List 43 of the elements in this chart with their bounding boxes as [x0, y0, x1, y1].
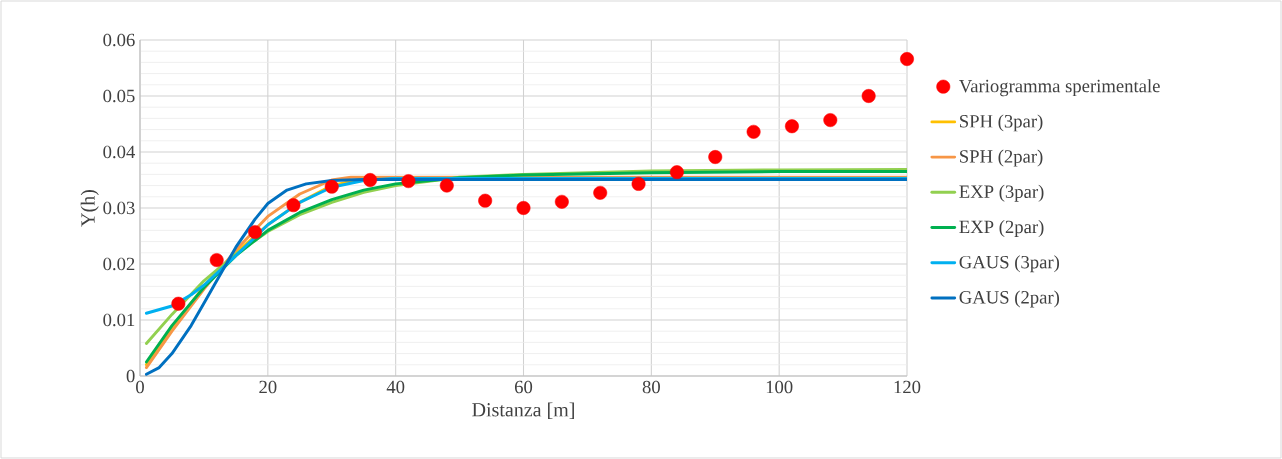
point [669, 165, 684, 180]
point [439, 178, 454, 193]
x-tick-label: 100 [766, 380, 793, 394]
legend-label: GAUS (2par) [959, 290, 1060, 308]
point [478, 193, 493, 208]
point [554, 194, 569, 209]
point [593, 185, 608, 200]
point [401, 174, 416, 189]
x-tick-label: 0 [136, 380, 144, 394]
legend-label: GAUS (3par) [959, 255, 1060, 273]
point [823, 113, 838, 128]
point [631, 176, 646, 191]
point [516, 201, 531, 215]
y-tick-label: 0.05 [103, 89, 135, 103]
y-tick-label: 0 [126, 369, 135, 383]
point [900, 52, 914, 66]
x-tick-label: 40 [386, 380, 405, 394]
point [785, 119, 799, 134]
point [248, 225, 262, 240]
legend-label: SPH (3par) [960, 114, 1043, 132]
point [746, 124, 761, 139]
point [286, 198, 301, 213]
legend-label: EXP (3par) [959, 184, 1044, 202]
point [324, 179, 339, 194]
x-tick-label: 120 [894, 380, 921, 394]
y-axis-title: Υ(h) [80, 190, 99, 227]
y-tick-label: 0.02 [103, 257, 135, 271]
legend-label: Variogramma sperimentale [959, 79, 1160, 97]
legend-label: EXP (2par) [959, 220, 1044, 237]
y-tick-label: 0.01 [103, 313, 135, 327]
y-tick-label: 0.04 [103, 145, 136, 159]
x-axis-title: Distanza [m] [472, 402, 574, 419]
point [861, 89, 876, 103]
x-tick-label: 20 [259, 380, 277, 394]
y-tick-label: 0.03 [103, 201, 135, 215]
point [209, 253, 224, 268]
x-tick-label: 80 [642, 380, 660, 394]
point [363, 173, 378, 187]
y-tick-label: 0.06 [103, 33, 135, 47]
legend-label: SPH (2par) [960, 149, 1043, 167]
point [171, 296, 186, 311]
point [708, 150, 723, 164]
x-tick-label: 60 [514, 380, 533, 394]
